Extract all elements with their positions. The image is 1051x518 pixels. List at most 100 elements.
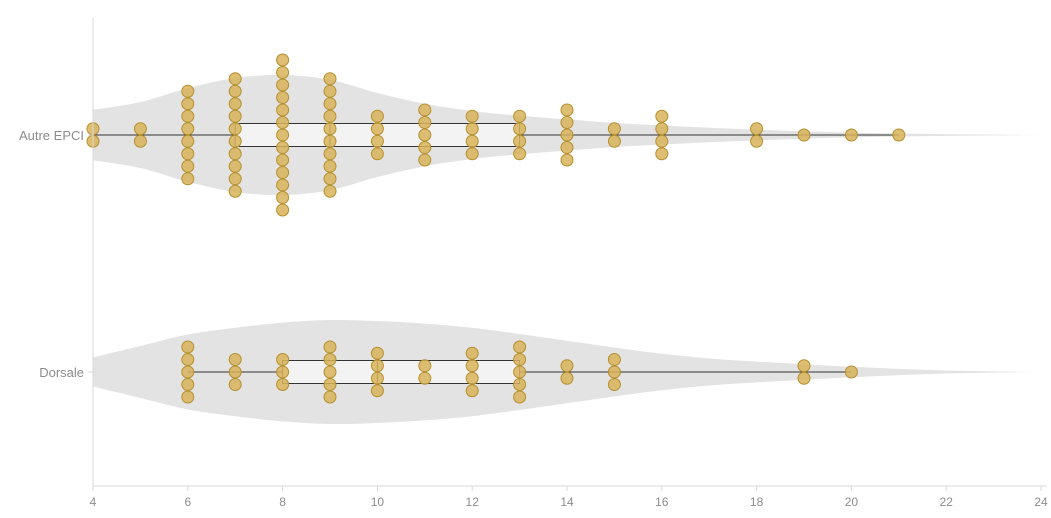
points-layer (86, 53, 906, 404)
data-point (181, 365, 195, 379)
data-point (560, 371, 574, 385)
data-point (607, 134, 621, 148)
data-point (513, 353, 527, 366)
data-point (276, 116, 290, 129)
data-point (418, 371, 432, 385)
data-point (655, 147, 669, 161)
data-point (844, 128, 858, 142)
data-point (513, 365, 527, 379)
data-point (370, 147, 384, 161)
data-point (181, 378, 195, 391)
data-point (560, 103, 574, 117)
data-point (465, 147, 479, 161)
data-point (418, 359, 432, 373)
data-point (418, 116, 432, 129)
data-point (228, 97, 242, 111)
data-point (513, 378, 527, 391)
data-point (323, 378, 337, 391)
data-point (607, 122, 621, 136)
x-tick-label: 8 (279, 495, 286, 509)
data-point (465, 122, 479, 136)
data-point (276, 91, 290, 104)
data-point (228, 122, 242, 136)
data-point (228, 134, 242, 148)
data-point (323, 147, 337, 161)
data-point (276, 66, 290, 79)
data-point (560, 128, 574, 142)
data-point (181, 97, 195, 111)
x-tick-label: 18 (750, 495, 764, 509)
data-point (465, 384, 479, 398)
data-point (465, 109, 479, 123)
data-point (370, 122, 384, 136)
data-point (228, 365, 242, 379)
data-point (323, 340, 337, 354)
data-point (323, 365, 337, 379)
data-point (465, 134, 479, 148)
data-point (181, 340, 195, 354)
data-point (276, 191, 290, 204)
data-point (418, 128, 432, 142)
category-label: Autre EPCI (19, 128, 84, 143)
data-point (370, 371, 384, 385)
data-point (181, 147, 195, 161)
data-point (607, 378, 621, 391)
data-point (655, 134, 669, 148)
data-point (465, 346, 479, 360)
data-point (181, 122, 195, 136)
data-point (465, 359, 479, 373)
x-tick-label: 6 (184, 495, 191, 509)
data-point (892, 128, 906, 142)
data-point (797, 359, 811, 373)
data-point (181, 172, 195, 186)
x-axis: 4 6 8 10 12 14 16 18 20 22 24 (90, 18, 1048, 509)
data-point (276, 353, 290, 366)
data-point (228, 353, 242, 366)
data-point (181, 159, 195, 173)
data-point (560, 359, 574, 373)
data-point (750, 134, 764, 148)
data-point (228, 84, 242, 98)
data-point (133, 122, 147, 136)
data-point (513, 109, 527, 123)
data-point (797, 371, 811, 385)
data-point (370, 134, 384, 148)
x-tick-label: 20 (845, 495, 859, 509)
data-point (228, 109, 242, 123)
x-tick-label: 16 (655, 495, 669, 509)
data-point (181, 353, 195, 366)
data-point (276, 78, 290, 92)
data-point (228, 72, 242, 86)
data-point (418, 153, 432, 167)
data-point (323, 172, 337, 186)
data-point (513, 340, 527, 354)
x-tick-label: 14 (560, 495, 574, 509)
data-point (323, 134, 337, 148)
data-point (607, 365, 621, 379)
x-tick-label: 4 (90, 495, 97, 509)
data-point (418, 103, 432, 117)
data-point (323, 390, 337, 404)
data-point (750, 122, 764, 136)
data-point (560, 116, 574, 129)
category-labels: Autre EPCI Dorsale (19, 128, 93, 380)
data-point (513, 390, 527, 404)
data-point (276, 128, 290, 142)
data-point (276, 141, 290, 154)
data-point (560, 141, 574, 154)
data-point (276, 378, 290, 391)
data-point (228, 378, 242, 391)
data-point (370, 109, 384, 123)
data-point (228, 172, 242, 186)
data-point (513, 122, 527, 136)
data-point (276, 203, 290, 217)
data-point (323, 353, 337, 366)
data-point (323, 84, 337, 98)
data-point (560, 153, 574, 167)
data-point (228, 159, 242, 173)
x-tick-label: 10 (371, 495, 385, 509)
x-tick-label: 24 (1034, 495, 1048, 509)
data-point (228, 147, 242, 161)
